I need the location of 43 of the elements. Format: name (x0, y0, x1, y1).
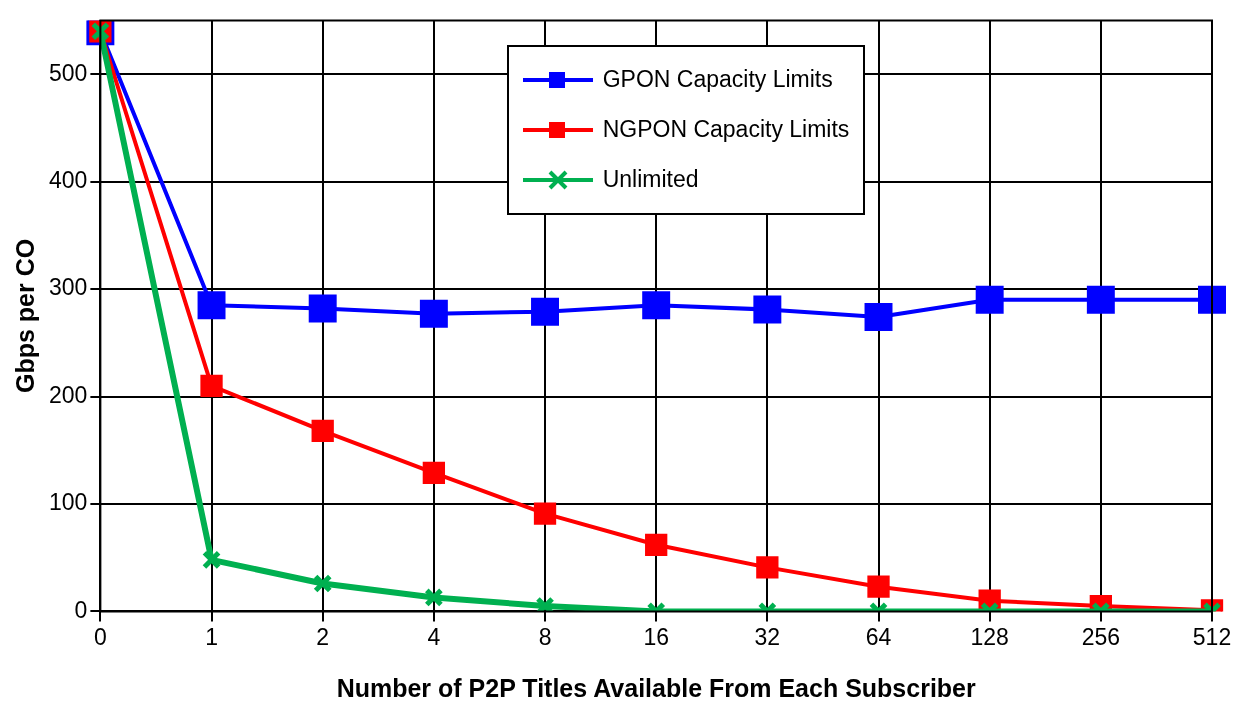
point (867, 575, 890, 598)
x-tick-label: 2 (316, 623, 330, 650)
point (753, 295, 782, 324)
point (756, 556, 779, 579)
point (1086, 285, 1115, 314)
y-tick-label: 500 (49, 59, 88, 86)
y-tick-label: 400 (49, 167, 88, 193)
y-tick-label: 200 (49, 381, 88, 408)
point (535, 596, 555, 612)
x-tick-label: 16 (643, 623, 669, 650)
x-tick-label: 128 (970, 623, 1009, 650)
legend-label: Unlimited (602, 166, 699, 193)
x-tick-label: 64 (865, 623, 892, 650)
y-axis-title: Gbps per CO (10, 238, 39, 394)
point (645, 533, 668, 556)
point (422, 461, 446, 484)
point (419, 299, 448, 328)
x-tick-label: 0 (93, 623, 107, 650)
y-tick-label: 100 (49, 489, 88, 516)
point (308, 294, 337, 323)
point (313, 573, 333, 594)
point (424, 587, 444, 607)
y-tick-label: 300 (49, 274, 88, 301)
x-axis-title: Number of P2P Titles Available From Each Subscriber (336, 673, 976, 702)
x-tick-label: 4 (427, 623, 441, 650)
x-tick-label: 256 (1081, 623, 1121, 650)
point (1198, 285, 1226, 314)
x-tick-label: 8 (538, 623, 552, 650)
point (975, 285, 1004, 314)
x-tick-label: 32 (754, 623, 781, 650)
point (200, 374, 223, 397)
point (533, 502, 557, 525)
point (197, 291, 226, 320)
legend-label: GPON Capacity Limits (602, 66, 833, 93)
x-tick-label: 1 (205, 623, 218, 650)
point (311, 419, 334, 443)
legend-label: NGPON Capacity Limits (602, 116, 850, 143)
x-tick-label: 512 (1192, 623, 1232, 650)
point (531, 297, 559, 326)
y-tick-label: 0 (74, 596, 88, 623)
point (201, 550, 222, 570)
point (642, 291, 671, 320)
point (864, 303, 893, 331)
